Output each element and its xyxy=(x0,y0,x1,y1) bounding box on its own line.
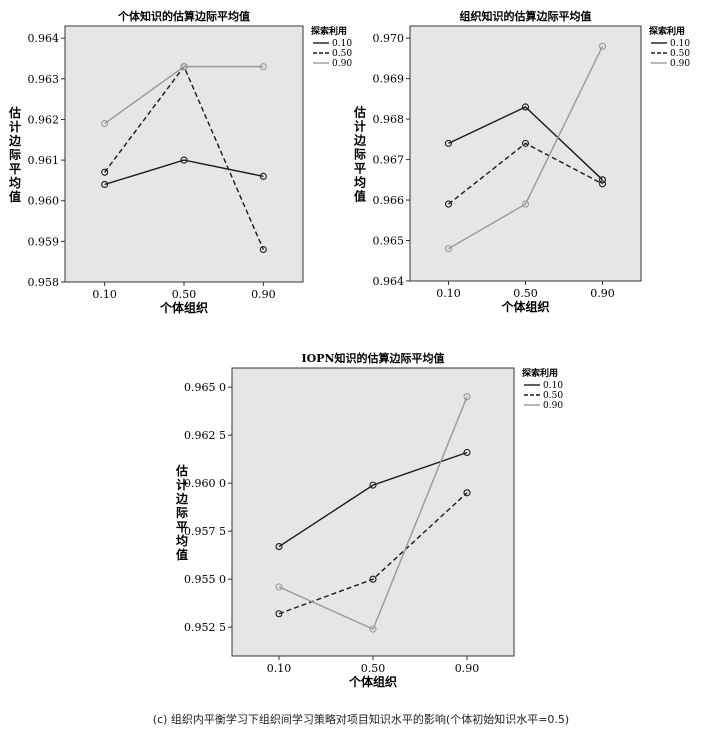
legend-label: 0.90 xyxy=(332,59,352,69)
y-tick-label: 0.958 xyxy=(28,276,60,289)
data-point xyxy=(275,583,283,591)
series-line-0.10 xyxy=(448,106,603,181)
data-point xyxy=(598,42,607,50)
x-tick-label: 0.50 xyxy=(361,662,386,675)
data-point xyxy=(275,610,283,618)
y-tick-label: 0.960 0 xyxy=(184,477,226,490)
y-tick-label: 0.955 0 xyxy=(184,573,226,586)
series-line-0.90 xyxy=(448,45,604,250)
x-axis-label: 个体组织 xyxy=(159,300,208,315)
data-point xyxy=(369,625,377,633)
legend-label: 0.90 xyxy=(670,59,690,69)
y-tick-label: 0.962 5 xyxy=(184,429,226,442)
legend-label: 0.90 xyxy=(543,401,563,411)
series-line-0.90 xyxy=(278,396,468,631)
data-point xyxy=(259,63,267,71)
legend-title: 探索利用 xyxy=(649,25,685,37)
series-line-0.10 xyxy=(104,159,264,186)
plot-area xyxy=(231,367,515,657)
data-point xyxy=(444,245,453,253)
y-tick-label: 0.961 xyxy=(28,154,60,167)
data-point xyxy=(101,180,109,189)
legend-title: 探索利用 xyxy=(311,25,347,37)
legend-label: 0.50 xyxy=(543,391,563,401)
y-tick-label: 0.965 xyxy=(373,235,405,248)
y-tick-label: 0.957 5 xyxy=(184,525,226,538)
data-point xyxy=(275,543,283,551)
data-point xyxy=(180,156,188,164)
data-point xyxy=(463,489,471,497)
series-line-0.10 xyxy=(278,451,468,548)
data-point xyxy=(259,245,267,254)
x-tick-label: 0.10 xyxy=(92,288,117,301)
y-tick-label: 0.964 xyxy=(28,32,60,45)
y-tick-label: 0.968 xyxy=(373,113,405,126)
series-line-0.90 xyxy=(104,65,264,125)
data-point xyxy=(369,575,377,583)
legend-label: 0.50 xyxy=(670,49,690,59)
y-tick-label: 0.966 xyxy=(373,194,405,207)
y-axis-label: 估计边际平均值 xyxy=(8,105,22,204)
data-point xyxy=(101,119,109,128)
x-tick-label: 0.90 xyxy=(590,287,615,300)
x-tick-label: 0.90 xyxy=(251,288,276,301)
y-tick-label: 0.959 xyxy=(28,235,60,248)
y-tick-label: 0.967 xyxy=(373,154,405,167)
chart-title: 组织知识的估算边际平均值 xyxy=(460,9,592,23)
y-tick-label: 0.960 xyxy=(28,195,60,208)
x-axis-label: 个体组织 xyxy=(348,674,397,689)
y-tick-label: 0.962 xyxy=(28,113,60,126)
y-tick-label: 0.970 xyxy=(373,32,405,45)
y-tick-label: 0.963 xyxy=(28,73,60,86)
data-point xyxy=(598,176,607,184)
plot-area xyxy=(409,25,642,282)
x-axis-label: 个体组织 xyxy=(500,299,549,314)
series-line-0.50 xyxy=(278,492,468,615)
data-point xyxy=(521,200,530,208)
x-tick-label: 0.50 xyxy=(172,288,197,301)
x-tick-label: 0.10 xyxy=(267,662,292,675)
plot-area xyxy=(64,25,304,283)
y-tick-label: 0.965 0 xyxy=(184,381,226,394)
chart-title: IOPN知识的估算边际平均值 xyxy=(301,351,444,365)
legend-label: 0.10 xyxy=(332,39,352,49)
y-axis-label: 估计边际平均值 xyxy=(175,463,189,562)
x-tick-label: 0.50 xyxy=(513,287,538,300)
data-point xyxy=(101,168,109,176)
data-point xyxy=(444,139,453,147)
data-point xyxy=(598,180,607,188)
series-line-0.50 xyxy=(448,142,603,205)
y-tick-label: 0.952 5 xyxy=(184,621,226,634)
x-tick-label: 0.90 xyxy=(455,662,480,675)
legend-label: 0.50 xyxy=(332,49,352,59)
y-tick-label: 0.969 xyxy=(373,73,405,86)
figure-caption: (c) 组织内平衡学习下组织间学习策略对项目知识水平的影响(个体初始知识水平=0… xyxy=(152,713,570,726)
data-point xyxy=(259,172,267,180)
chart-panel-2: 组织知识的估算边际平均值 0.964 0.965 0.966 0.967 0.968 0.9… xyxy=(353,9,690,314)
legend-label: 0.10 xyxy=(543,381,563,391)
data-point xyxy=(444,200,453,208)
data-point xyxy=(521,139,530,147)
chart-title: 个体知识的估算边际平均值 xyxy=(117,9,250,23)
data-point xyxy=(369,481,377,489)
chart-panel-1: 个体知识的估算边际平均值 0.958 0.959 0.960 0.961 0.962 0.9… xyxy=(8,9,352,315)
x-tick-label: 0.10 xyxy=(436,287,461,300)
data-point xyxy=(463,393,471,401)
legend-title: 探索利用 xyxy=(522,367,558,379)
data-point xyxy=(521,103,530,111)
y-axis-label: 估计边际平均值 xyxy=(353,105,367,204)
chart-panel-3: IOPN知识的估算边际平均值 0.952 5 0.955 0 0.957 5 0.960… xyxy=(175,351,563,689)
legend-label: 0.10 xyxy=(670,39,690,49)
y-tick-label: 0.964 xyxy=(373,275,405,288)
data-point xyxy=(180,63,188,71)
data-point xyxy=(463,448,471,457)
